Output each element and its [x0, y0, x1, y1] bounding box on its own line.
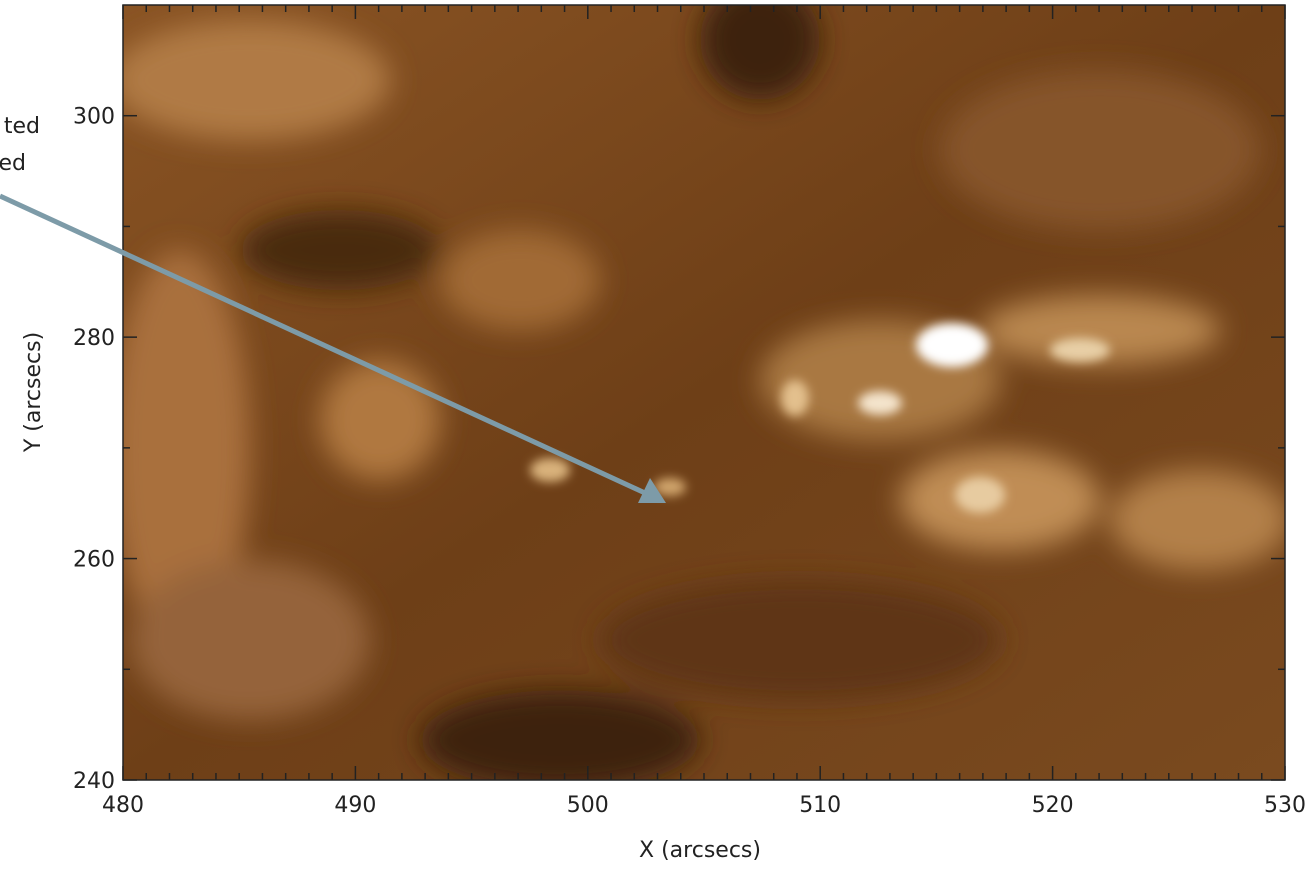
x-tick-label: 530 — [1264, 793, 1306, 818]
y-tick-label: 240 — [73, 769, 115, 794]
x-tick-label: 500 — [567, 793, 609, 818]
x-tick-label: 510 — [799, 793, 841, 818]
y-tick-label: 300 — [73, 105, 115, 130]
x-tick-label: 520 — [1032, 793, 1074, 818]
solar-image — [123, 5, 1285, 780]
annotation-arrow — [0, 193, 666, 503]
annotation-text: ted — [4, 114, 40, 139]
y-tick-label: 260 — [73, 548, 115, 573]
y-tick-label: 280 — [73, 326, 115, 351]
x-axis-label: X (arcsecs) — [639, 838, 761, 863]
x-tick-label: 490 — [334, 793, 376, 818]
x-tick-label: 480 — [102, 793, 144, 818]
annotation-text: ed — [0, 151, 26, 176]
y-axis-label: Y (arcsecs) — [21, 332, 46, 453]
